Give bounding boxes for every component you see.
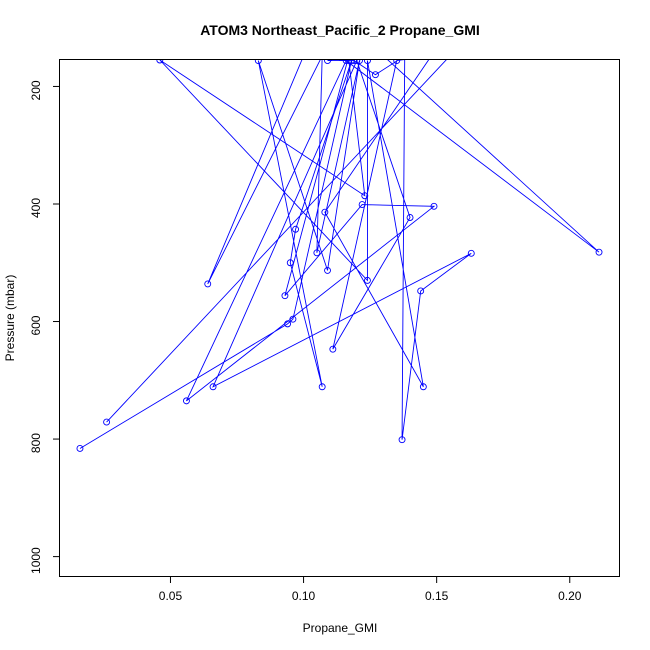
- data-point: [430, 202, 438, 210]
- data-point: [356, 60, 363, 65]
- x-tick-label: 0.15: [425, 589, 449, 603]
- y-tick-label: 400: [29, 198, 43, 218]
- data-point: [319, 53, 325, 59]
- data-point: [324, 60, 331, 65]
- series-line-0: [79, 60, 600, 449]
- data-point: [595, 248, 603, 256]
- data-point: [209, 383, 217, 391]
- data-point: [406, 214, 414, 221]
- data-point: [419, 383, 427, 391]
- data-point: [348, 60, 355, 65]
- x-tick-label: 0.20: [558, 589, 582, 603]
- y-axis: 200 400 600 800 1000: [29, 80, 60, 574]
- data-point: [447, 53, 453, 59]
- data-point: [76, 445, 84, 452]
- data-point: [281, 292, 289, 300]
- x-axis: 0.05 0.10 0.15 0.20: [159, 576, 582, 603]
- plot-area: [76, 53, 603, 452]
- data-point: [342, 60, 350, 65]
- data-point: [358, 201, 366, 209]
- data-point: [318, 383, 326, 391]
- y-tick-label: 600: [29, 315, 43, 335]
- data-point: [292, 225, 300, 233]
- data-point: [324, 266, 331, 274]
- data-point: [321, 208, 329, 216]
- data-point: [371, 71, 379, 79]
- data-point: [350, 60, 358, 65]
- data-point: [428, 53, 434, 59]
- plot-frame: [59, 59, 620, 577]
- y-axis-label: Pressure (mbar): [3, 275, 17, 362]
- data-point: [402, 53, 408, 59]
- data-point: [398, 436, 406, 444]
- data-point: [301, 53, 307, 59]
- chart-title: ATOM3 Northeast_Pacific_2 Propane_GMI: [200, 22, 480, 38]
- data-point: [313, 249, 321, 257]
- data-point: [417, 287, 425, 295]
- y-tick-label: 200: [29, 80, 43, 100]
- data-point: [289, 315, 297, 323]
- data-point: [364, 276, 371, 284]
- data-point: [329, 345, 337, 353]
- data-point: [393, 60, 401, 65]
- data-point: [286, 259, 294, 267]
- data-point: [254, 60, 262, 65]
- data-point: [361, 192, 369, 200]
- data-point: [467, 249, 475, 257]
- x-axis-label: Propane_GMI: [303, 621, 378, 635]
- data-point: [182, 397, 190, 405]
- y-tick-label: 800: [29, 433, 43, 453]
- data-point: [353, 60, 361, 65]
- y-tick-label: 1000: [29, 547, 43, 574]
- data-point: [346, 53, 352, 59]
- data-point: [204, 280, 212, 288]
- data-point: [345, 60, 353, 65]
- x-tick-label: 0.05: [159, 589, 183, 603]
- data-point: [284, 320, 292, 328]
- data-point: [364, 60, 371, 65]
- data-point: [156, 60, 164, 64]
- data-point: [103, 418, 111, 426]
- data-point: [380, 53, 386, 59]
- x-tick-label: 0.10: [292, 589, 316, 603]
